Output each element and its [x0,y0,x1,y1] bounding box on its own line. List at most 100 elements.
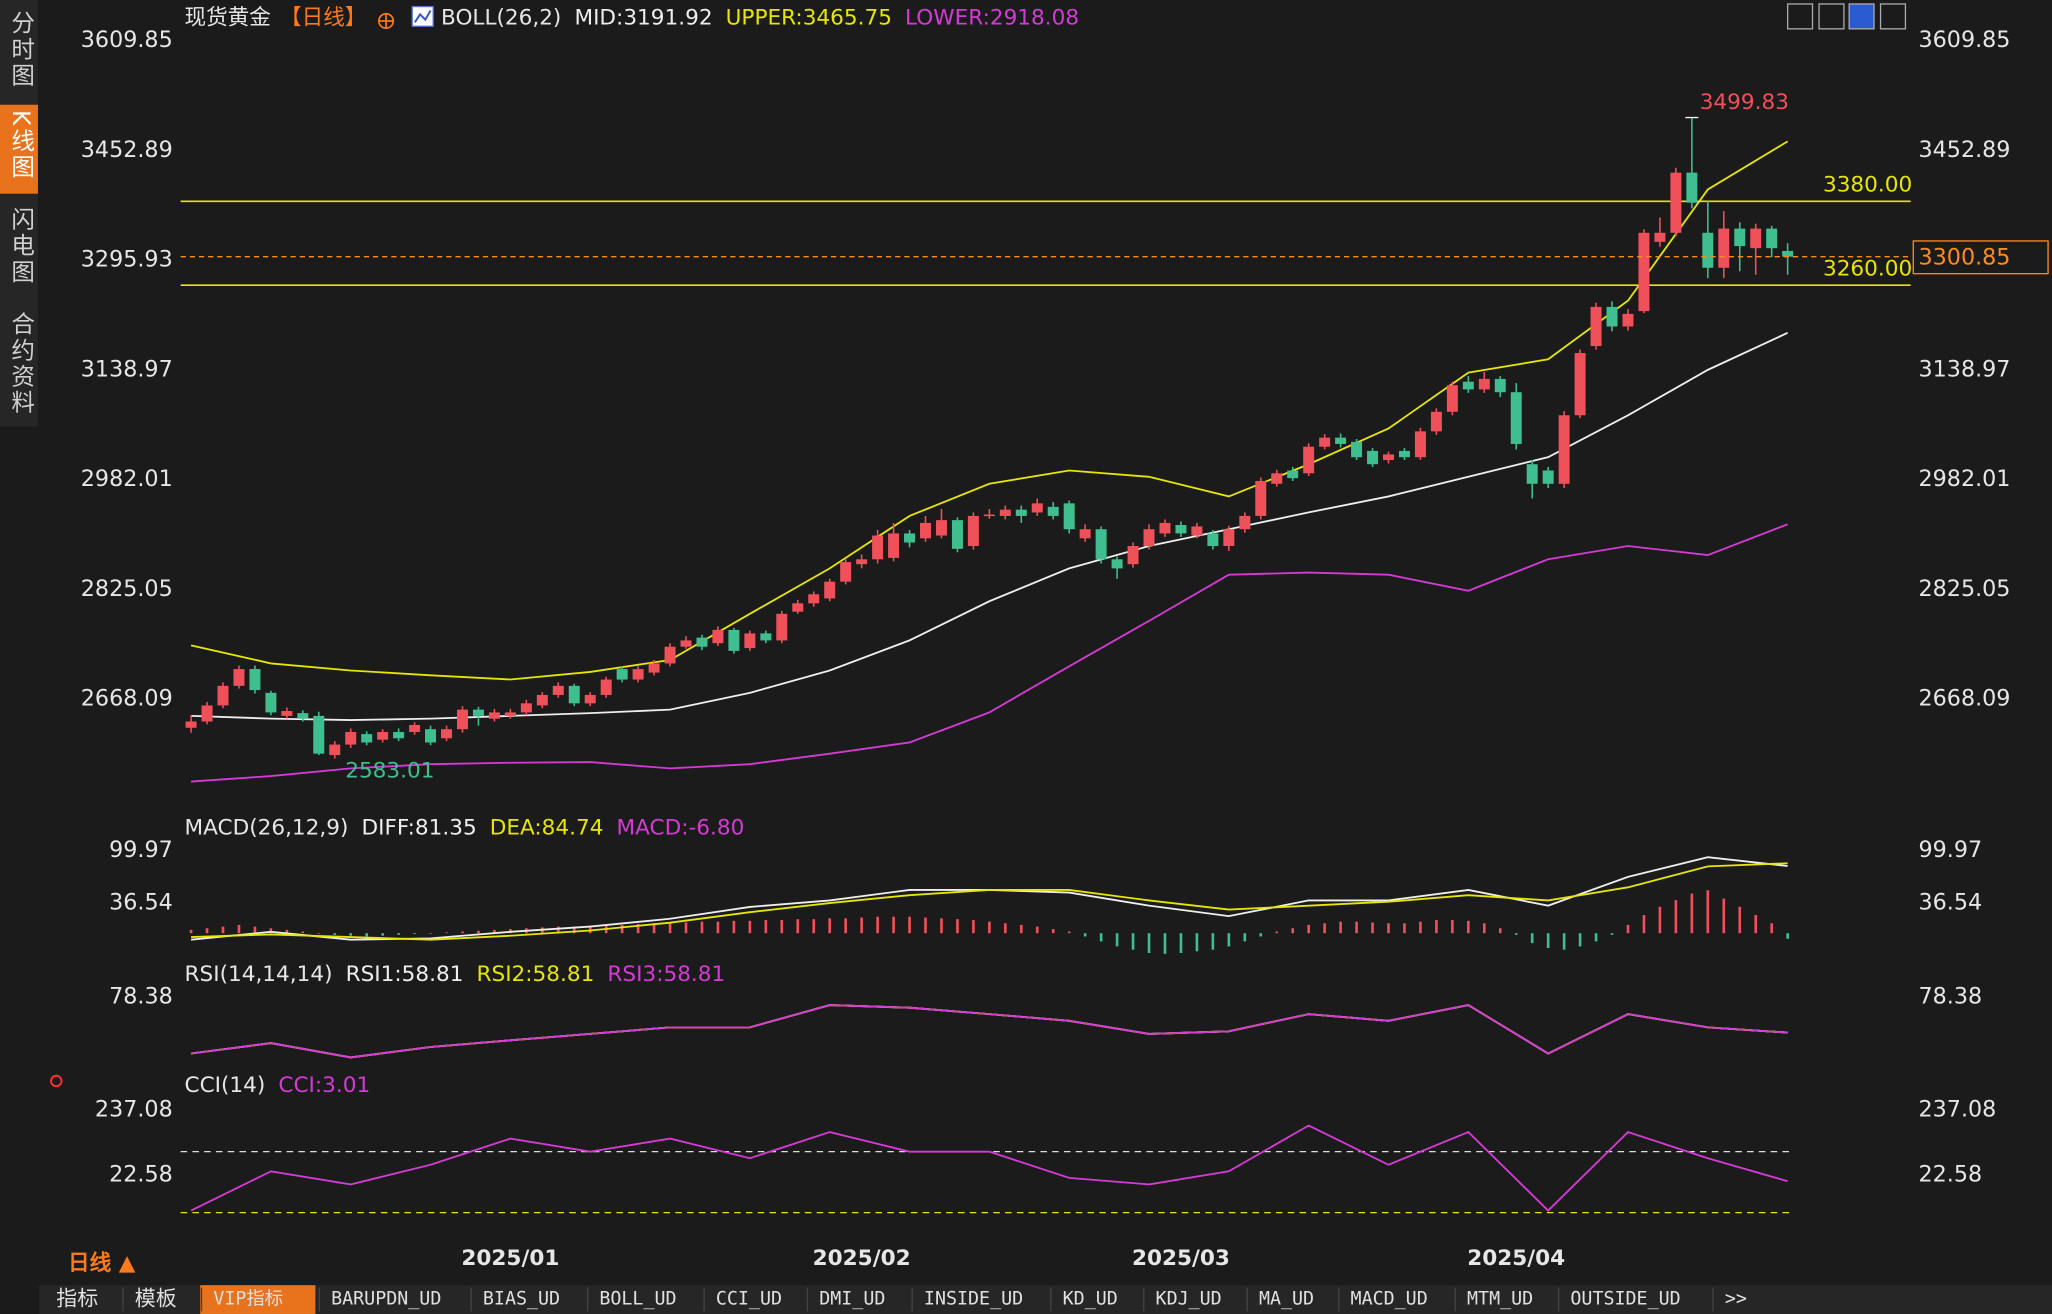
candle-body [1191,526,1203,536]
macd-bar [1371,922,1374,934]
macd-bar [620,924,624,934]
macd-bar [876,916,879,934]
candle-body [1638,232,1650,312]
toolbar-icon[interactable] [1818,3,1845,30]
candle-body [425,729,437,743]
y-tick-label-right: 2982.01 [1919,466,2011,492]
y-tick-label: 237.08 [95,1096,173,1122]
candle-body [1718,228,1730,268]
macd-bar [1610,933,1614,935]
candle-body [1207,533,1219,547]
macd-bar [1467,920,1470,934]
y-tick-label: 3452.89 [81,137,173,163]
candle-body [488,712,500,719]
macd-bar [764,919,768,934]
indicator-line [190,1124,1788,1212]
macd-bar [349,933,353,936]
legend-entry: RSI(14,14,14) [185,962,333,987]
tab[interactable]: KDJ_UD [1156,1289,1222,1310]
last-price-box [1912,240,2049,275]
candle-body [201,705,213,722]
candle-body [361,734,373,743]
y-tick-label: 2982.01 [81,466,173,492]
candle-body [1750,228,1762,249]
sidebar-tab[interactable]: 闪电图 [7,207,35,286]
tab-active [200,1285,316,1314]
sidebar-tab[interactable]: K线图 [7,110,35,180]
macd-bar [1514,933,1518,935]
macd-bar [1307,924,1310,934]
sidebar-tab[interactable]: 合约资料 [7,311,35,416]
tab[interactable]: 模板 [135,1287,177,1311]
candle-body [265,692,277,713]
y-tick-label-right: 2668.09 [1919,686,2011,712]
tab[interactable]: BIAS_UD [483,1289,560,1310]
tab[interactable]: MTM_UD [1467,1289,1533,1310]
candle-body [1430,411,1442,432]
toolbar-icon[interactable] [1848,3,1875,30]
macd-bar [1131,933,1135,950]
tab[interactable]: 指标 [56,1287,98,1311]
macd-bar [1658,906,1662,934]
tab[interactable]: >> [1725,1289,1747,1310]
candle-body [680,640,692,647]
settings-icon[interactable] [50,1074,63,1088]
macd-bar [1403,923,1406,934]
tab[interactable]: MACD_UD [1351,1289,1428,1310]
candle-body [1670,172,1682,233]
macd-bar [381,933,384,936]
candle-body [249,669,261,691]
macd-bar [860,917,863,934]
tab[interactable]: VIP指标 [213,1289,283,1310]
macd-bar [1594,933,1598,942]
candle-body [919,522,931,539]
macd-bar [253,926,257,934]
candle-body [1574,353,1586,416]
toolbar-icon[interactable] [1879,3,1907,30]
macd-bar [1451,919,1454,934]
candle-body [297,713,309,719]
toolbar-icon[interactable] [1786,3,1814,30]
candle-body [1303,446,1315,474]
tab[interactable]: MA_UD [1259,1289,1314,1310]
candle-body [1319,437,1331,447]
macd-bar [556,926,560,934]
candle-body [568,685,580,704]
indicator-icon [414,10,432,23]
period-selector[interactable]: 日线 ▲ [68,1250,136,1276]
macd-bar [1259,933,1263,937]
sidebar-tab[interactable]: 分时图 [7,10,35,89]
macd-bar [1754,915,1758,934]
tab[interactable]: DMI_UD [819,1289,885,1310]
candle-body [600,679,612,695]
macd-bar [317,933,321,934]
macd-bar [1291,928,1295,934]
candle-body [632,669,644,680]
period[interactable]: 【日线】 [280,5,366,30]
macd-bar [748,920,752,934]
tab[interactable]: BARUPDN_UD [331,1289,441,1310]
candle-body [999,509,1011,516]
macd-bar [493,929,496,934]
macd-bar [1115,933,1119,947]
macd-bar [1435,919,1438,934]
tab[interactable]: INSIDE_UD [924,1289,1023,1310]
macd-bar [1227,933,1231,947]
candle-body [1558,415,1570,484]
tab[interactable]: CCI_UD [716,1289,782,1310]
macd-bar [445,932,448,934]
macd-bar [285,929,289,934]
macd-bar [1722,898,1726,934]
candle-body [1271,473,1283,484]
indicator-line [190,140,1789,681]
macd-bar [269,928,273,934]
macd-bar [924,917,927,934]
macd-bar [461,931,464,934]
tab[interactable]: OUTSIDE_UD [1570,1289,1680,1310]
candle-body [1335,437,1347,444]
indicator-line [191,862,1788,941]
tab[interactable]: BOLL_UD [599,1289,676,1310]
candle-body [1654,232,1666,242]
tab[interactable]: KD_UD [1063,1289,1118,1310]
